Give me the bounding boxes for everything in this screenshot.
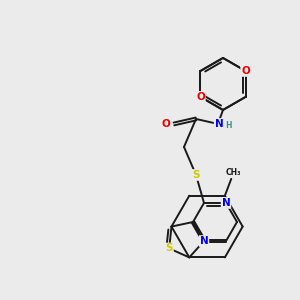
- Text: S: S: [165, 244, 173, 254]
- Text: CH₃: CH₃: [226, 168, 242, 177]
- Text: N: N: [200, 236, 208, 246]
- Text: O: O: [196, 92, 205, 102]
- Text: N: N: [214, 119, 224, 129]
- Text: S: S: [192, 170, 200, 180]
- Text: O: O: [162, 119, 170, 129]
- Text: O: O: [241, 66, 250, 76]
- Text: N: N: [222, 198, 230, 208]
- Text: H: H: [226, 122, 232, 130]
